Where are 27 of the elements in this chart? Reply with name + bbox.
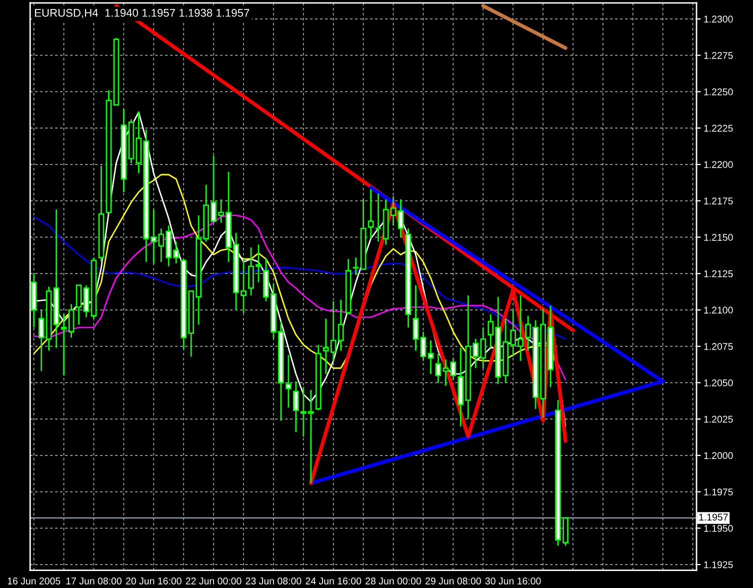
y-tick-label: 1.1950 [704, 524, 733, 532]
y-tick-label: 1.2150 [704, 234, 733, 241]
y-tick-label: 1.2100 [704, 306, 733, 314]
y-tick-label: 1.2050 [704, 379, 733, 386]
y-tick-label: 1.1925 [704, 561, 733, 568]
y-tick-label: 1.2275 [704, 52, 733, 59]
x-tick-label: 24 Jun 16:00 [306, 578, 362, 584]
y-tick-label: 1.2025 [704, 416, 733, 423]
x-tick-label: 22 Jun 00:00 [186, 578, 242, 584]
y-tick-label: 1.2075 [704, 343, 733, 350]
x-tick-label: 28 Jun 00:00 [366, 578, 422, 584]
y-tick-label: 1.2000 [704, 452, 733, 460]
x-tick-label: 16 Jun 2005 [8, 578, 60, 584]
y-tick-label: 1.2125 [704, 270, 733, 278]
x-tick-label: 17 Jun 08:00 [66, 578, 122, 584]
chart-title: EURUSD,H4 1.1940 1.1957 1.1938 1.1957 [35, 8, 250, 18]
y-tick-label: 1.2250 [704, 88, 733, 96]
x-tick-label: 30 Jun 16:00 [485, 578, 541, 584]
y-tick-label: 1.2200 [704, 161, 733, 168]
x-tick-label: 29 Jun 08:00 [426, 578, 481, 584]
x-tick-label: 23 Jun 08:00 [246, 578, 302, 584]
y-tick-label: 1.2175 [704, 198, 733, 204]
ref-line-label: 1.1957 [699, 514, 728, 521]
y-tick-label: 1.2225 [704, 124, 733, 132]
y-tick-label: 1.1975 [704, 488, 733, 496]
y-tick-label: 1.2300 [704, 16, 733, 23]
x-tick-label: 20 Jun 16:00 [126, 578, 182, 584]
